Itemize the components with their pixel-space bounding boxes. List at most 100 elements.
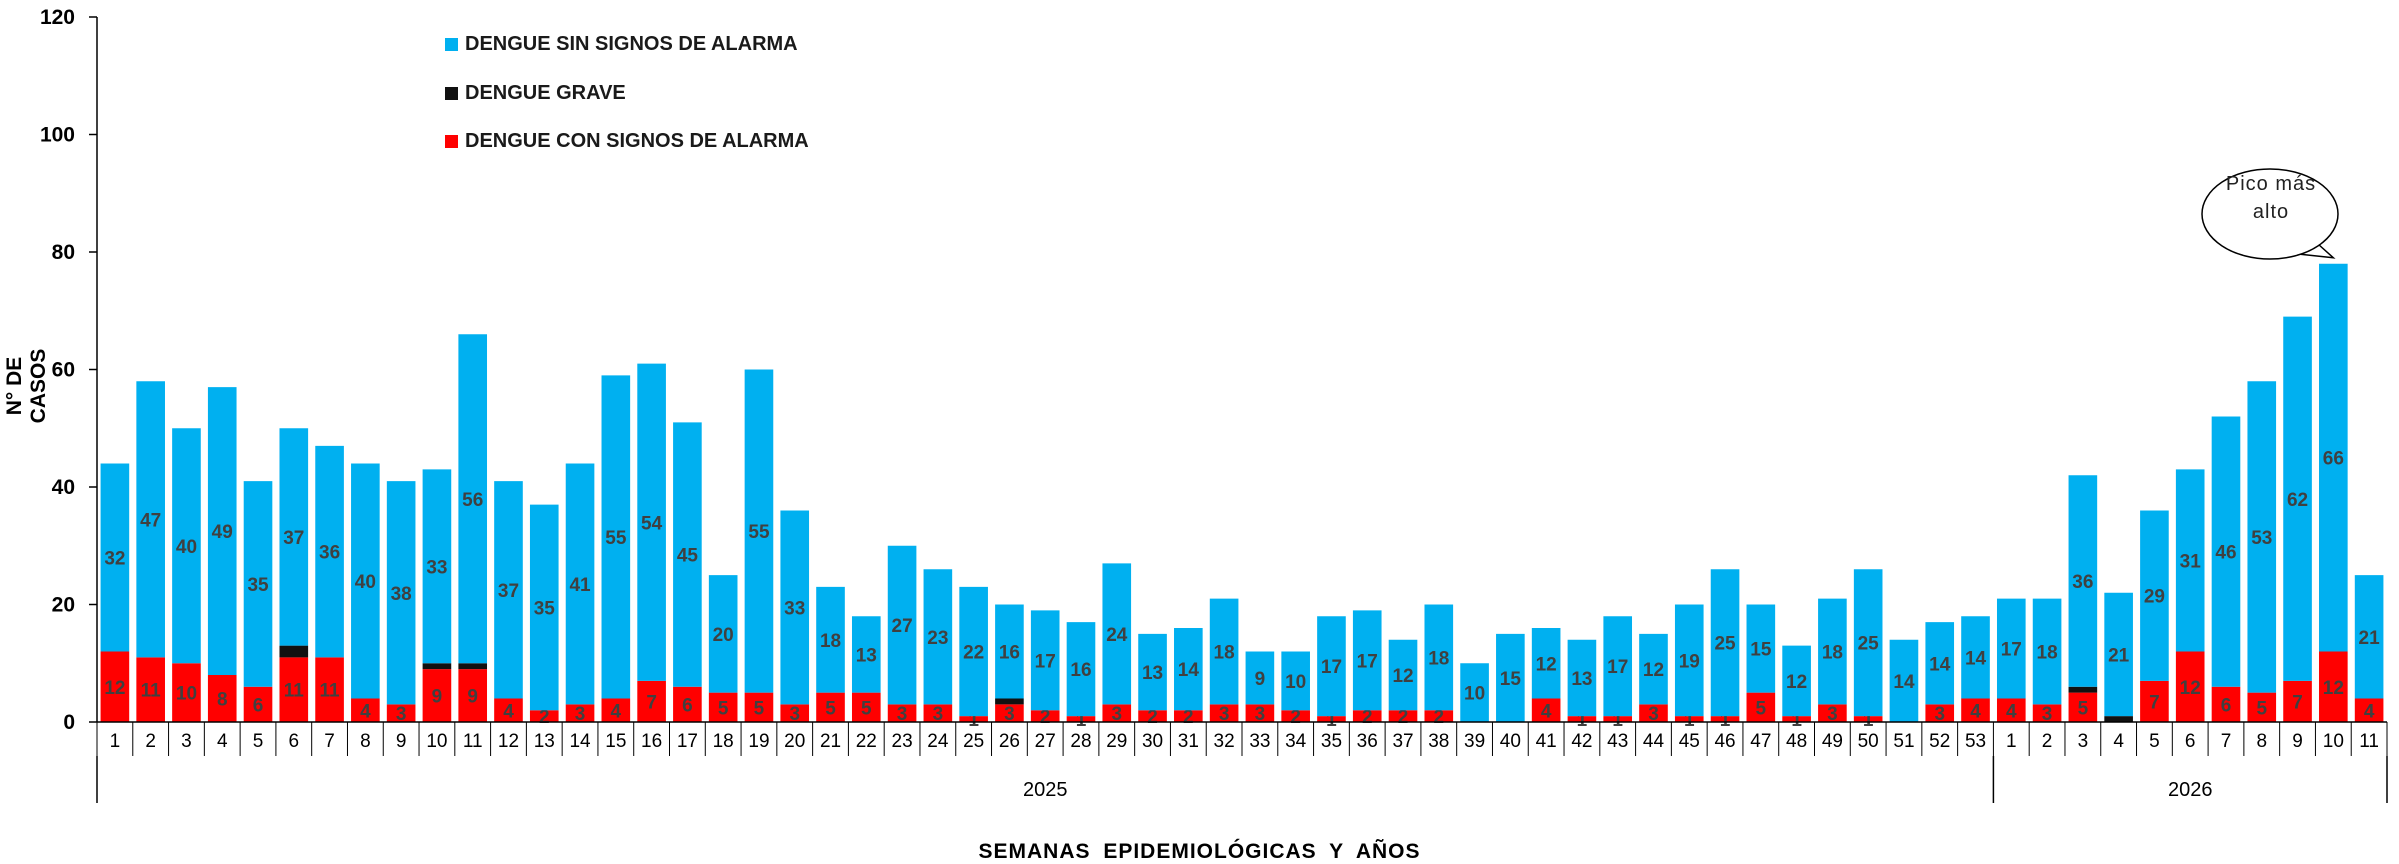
bar-data-label: 6 [682, 695, 693, 716]
bar-data-label: 5 [861, 698, 872, 719]
bar-segment [744, 369, 774, 693]
bar-segment [2283, 316, 2312, 681]
bar-segment [1102, 563, 1132, 705]
x-tick-label: 34 [1285, 731, 1307, 752]
bar-segment [1710, 569, 1740, 717]
bar-segment [959, 716, 988, 722]
bar-segment [708, 692, 738, 722]
legend-swatch-con-signos [445, 135, 458, 148]
bar-segment [637, 363, 666, 681]
bar-data-label: 56 [462, 490, 483, 511]
bar-data-label: 38 [391, 584, 412, 605]
bar-data-label: 3 [1004, 704, 1015, 725]
bar-segment [2032, 598, 2062, 705]
legend-label-grave: DENGUE GRAVE [465, 82, 626, 104]
bar-data-label: 3 [1219, 704, 1230, 725]
y-axis-title: N° DE CASOS [3, 348, 50, 424]
bar-segment [1889, 639, 1919, 722]
bar-segment [458, 663, 488, 670]
legend-swatch-grave [445, 87, 458, 100]
bar-segment [2104, 716, 2133, 722]
legend-swatch-sin-signos [445, 38, 458, 51]
bar-data-label: 40 [176, 537, 197, 558]
bar-segment [744, 692, 774, 722]
x-tick-label: 49 [1822, 731, 1843, 752]
bar-segment [207, 387, 237, 675]
legend-label-con-signos: DENGUE CON SIGNOS DE ALARMA [465, 130, 809, 152]
bar-segment [1460, 663, 1489, 722]
bar-segment [1174, 628, 1203, 711]
bar-segment [601, 375, 631, 699]
bar-segment [136, 381, 165, 658]
bar-segment [2175, 469, 2205, 652]
bar-data-label: 5 [1756, 698, 1767, 719]
bar-data-label: 14 [1178, 660, 1200, 681]
bar-data-label: 20 [713, 625, 734, 646]
bar-segment [1782, 716, 1811, 722]
bar-segment [1388, 710, 1418, 722]
bar-data-label: 1 [1326, 710, 1337, 731]
x-tick-label: 8 [360, 731, 371, 752]
bar-segment [1853, 569, 1883, 717]
bar-segment [1782, 645, 1811, 717]
bar-data-label: 18 [820, 631, 841, 652]
bar-segment [851, 692, 881, 722]
bar-segment [2247, 692, 2277, 722]
x-tick-label: 6 [2185, 731, 2196, 752]
bar-data-label: 5 [754, 698, 765, 719]
bar-data-label: 12 [104, 678, 125, 699]
bar-data-label: 8 [217, 690, 228, 711]
bar-data-label: 12 [1536, 654, 1557, 675]
bar-data-label: 4 [2364, 701, 2375, 722]
bar-data-label: 4 [1970, 701, 1981, 722]
bar-data-label: 24 [1106, 625, 1128, 646]
x-tick-label: 52 [1929, 731, 1950, 752]
bar-data-label: 16 [1070, 660, 1091, 681]
bar-data-label: 33 [426, 557, 447, 578]
bar-data-label: 7 [646, 692, 657, 713]
bar-data-label: 13 [1571, 669, 1592, 690]
bar-data-label: 25 [1714, 634, 1736, 655]
bar-data-label: 66 [2323, 449, 2344, 470]
bar-data-label: 4 [611, 701, 622, 722]
bar-data-label: 25 [1858, 634, 1880, 655]
y-tick-label: 120 [40, 6, 75, 29]
bar-segment [1209, 598, 1239, 705]
bar-data-label: 5 [2256, 698, 2267, 719]
bar-segment [279, 428, 309, 646]
bar-segment [315, 657, 344, 722]
bar-segment [2175, 651, 2205, 722]
x-tick-label: 2 [2042, 731, 2053, 752]
y-tick-label: 80 [52, 241, 75, 264]
x-tick-label: 11 [2359, 731, 2379, 752]
bar-segment [2032, 704, 2062, 722]
x-tick-label: 7 [324, 731, 335, 752]
bar-data-label: 18 [2037, 643, 2058, 664]
bar-segment [172, 663, 201, 722]
x-tick-label: 41 [1536, 731, 1557, 752]
bar-data-label: 13 [856, 645, 877, 666]
bar-data-label: 16 [999, 643, 1020, 664]
x-tick-label: 19 [748, 731, 769, 752]
bar-data-label: 15 [1500, 669, 1522, 690]
x-tick-label: 1 [2006, 731, 2017, 752]
bar-data-label: 6 [2221, 695, 2232, 716]
bar-data-label: 19 [1679, 651, 1700, 672]
bar-data-label: 2 [1398, 707, 1409, 728]
y-tick-label: 20 [52, 594, 75, 617]
x-tick-label: 40 [1500, 731, 1521, 752]
bar-data-label: 3 [789, 704, 800, 725]
x-tick-label: 28 [1070, 731, 1091, 752]
bar-segment [1317, 716, 1346, 722]
bar-segment [2211, 416, 2241, 687]
bar-data-label: 33 [784, 598, 805, 619]
bar-segment [100, 651, 130, 722]
x-tick-label: 10 [426, 731, 447, 752]
x-tick-label: 30 [1142, 731, 1163, 752]
bar-segment [1746, 692, 1776, 722]
x-tick-label: 5 [2149, 731, 2160, 752]
bar-segment [2104, 592, 2133, 717]
bar-data-label: 3 [933, 704, 944, 725]
x-tick-label: 7 [2221, 731, 2232, 752]
bar-data-label: 3 [1111, 704, 1122, 725]
